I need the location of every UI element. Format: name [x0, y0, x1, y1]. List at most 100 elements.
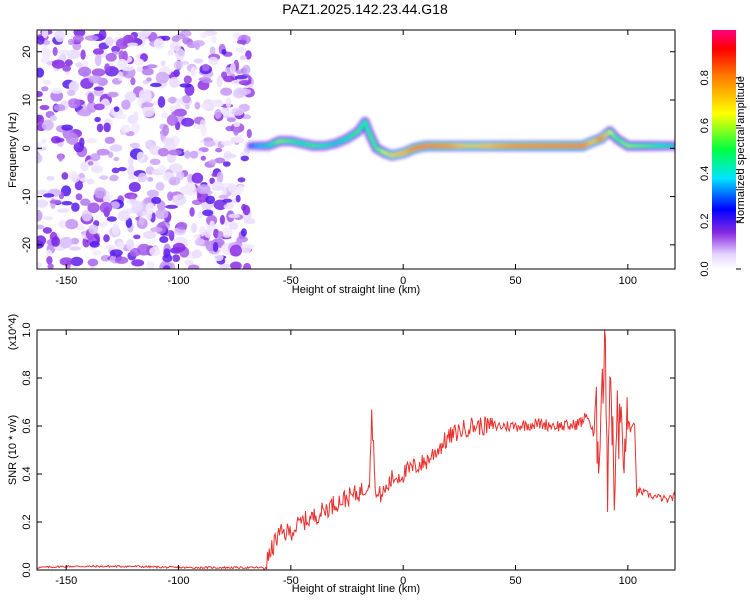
y-tick-label: 20 — [21, 46, 33, 58]
noise-blob — [191, 249, 202, 259]
noise-blob — [242, 64, 251, 75]
noise-blob — [193, 234, 201, 239]
noise-blob — [37, 199, 49, 208]
noise-blob — [201, 79, 213, 84]
noise-blob — [243, 218, 256, 225]
noise-blob — [37, 235, 47, 246]
noise-blob — [37, 91, 43, 98]
noise-blob — [59, 257, 73, 266]
noise-blob — [37, 209, 43, 222]
y-tick-label: 0.2 — [21, 514, 33, 529]
noise-blob — [223, 153, 237, 159]
noise-blob — [41, 138, 47, 144]
signal-ridge — [245, 116, 675, 161]
noise-blob — [98, 30, 107, 40]
noise-blob — [71, 202, 80, 212]
noise-blob — [51, 59, 66, 69]
noise-blob — [246, 128, 252, 139]
noise-blob — [243, 262, 252, 269]
noise-blob — [142, 105, 155, 117]
noise-blob — [184, 150, 191, 159]
noise-blob — [116, 241, 125, 250]
noise-blob — [42, 216, 54, 221]
noise-blob — [213, 254, 224, 262]
noise-blob — [145, 202, 155, 215]
noise-blob — [160, 35, 171, 41]
noise-blob — [172, 242, 186, 252]
noise-blob — [190, 66, 197, 77]
noise-blob — [103, 234, 110, 243]
noise-blob — [165, 204, 179, 209]
noise-blob — [79, 177, 89, 182]
noise-blob — [176, 221, 188, 230]
noise-blob — [134, 58, 144, 66]
noise-blob — [109, 174, 119, 182]
noise-blob — [110, 201, 120, 210]
noise-blob — [221, 140, 234, 146]
noise-blob — [167, 49, 174, 56]
noise-blob — [157, 147, 169, 157]
noise-blob — [73, 142, 85, 153]
noise-blob — [105, 52, 117, 62]
noise-blob — [146, 77, 152, 82]
noise-blob — [58, 219, 66, 229]
noise-blob — [166, 114, 178, 126]
noise-blob — [87, 161, 94, 166]
noise-blob — [239, 55, 247, 60]
noise-blob — [188, 264, 200, 269]
noise-blob — [204, 229, 212, 238]
noise-blob — [159, 236, 169, 243]
noise-blob — [212, 186, 225, 191]
noise-blob — [182, 94, 191, 104]
noise-blob — [216, 75, 223, 88]
noise-blob — [167, 191, 174, 201]
noise-blob — [130, 142, 140, 149]
noise-blob — [196, 184, 211, 195]
noise-blob — [197, 212, 204, 219]
noise-blob — [51, 236, 61, 247]
noise-blob — [172, 254, 181, 262]
noise-blob — [131, 122, 140, 134]
colorbar-label: Normalized spectral amplitude — [735, 76, 747, 224]
noise-blob — [237, 184, 244, 194]
noise-blob — [223, 203, 234, 210]
noise-blob — [229, 244, 242, 257]
bottom-y-axis-label: SNR (10 * v/v) — [7, 415, 19, 485]
noise-blob — [169, 76, 180, 88]
noise-blob — [176, 97, 182, 110]
noise-blob — [128, 156, 134, 166]
noise-blob — [121, 124, 131, 133]
noise-blob — [115, 38, 129, 50]
noise-blob — [138, 217, 145, 226]
noise-blob — [240, 155, 249, 162]
colorbar-tick-label: 0.0 — [699, 261, 711, 276]
noise-blob — [225, 97, 232, 109]
noise-blob — [241, 203, 247, 212]
noise-blob — [146, 64, 158, 69]
noise-blob — [221, 227, 233, 238]
noise-blob — [102, 196, 110, 202]
ridge-segment — [364, 120, 369, 129]
noise-blob — [193, 124, 206, 130]
y-tick-label: 10 — [21, 94, 33, 106]
noise-blob — [189, 207, 195, 217]
noise-blob — [40, 47, 48, 53]
noise-blob — [168, 149, 183, 156]
noise-blob — [85, 35, 99, 41]
noise-blob — [216, 171, 224, 184]
noise-blob — [153, 38, 165, 50]
noise-blob — [94, 187, 107, 199]
noise-blob — [235, 69, 244, 75]
noise-blob — [103, 122, 111, 133]
noise-blob — [81, 209, 93, 222]
noise-blob — [49, 115, 58, 122]
noise-blob — [173, 60, 183, 70]
noise-blob — [75, 62, 83, 68]
noise-blob — [209, 46, 216, 55]
noise-blob — [162, 124, 169, 136]
noise-blob — [202, 63, 210, 72]
colorbar-gradient — [712, 30, 736, 269]
noise-blob — [41, 86, 49, 92]
x-tick-label: -50 — [283, 575, 299, 587]
y-tick-label: -20 — [21, 237, 33, 253]
